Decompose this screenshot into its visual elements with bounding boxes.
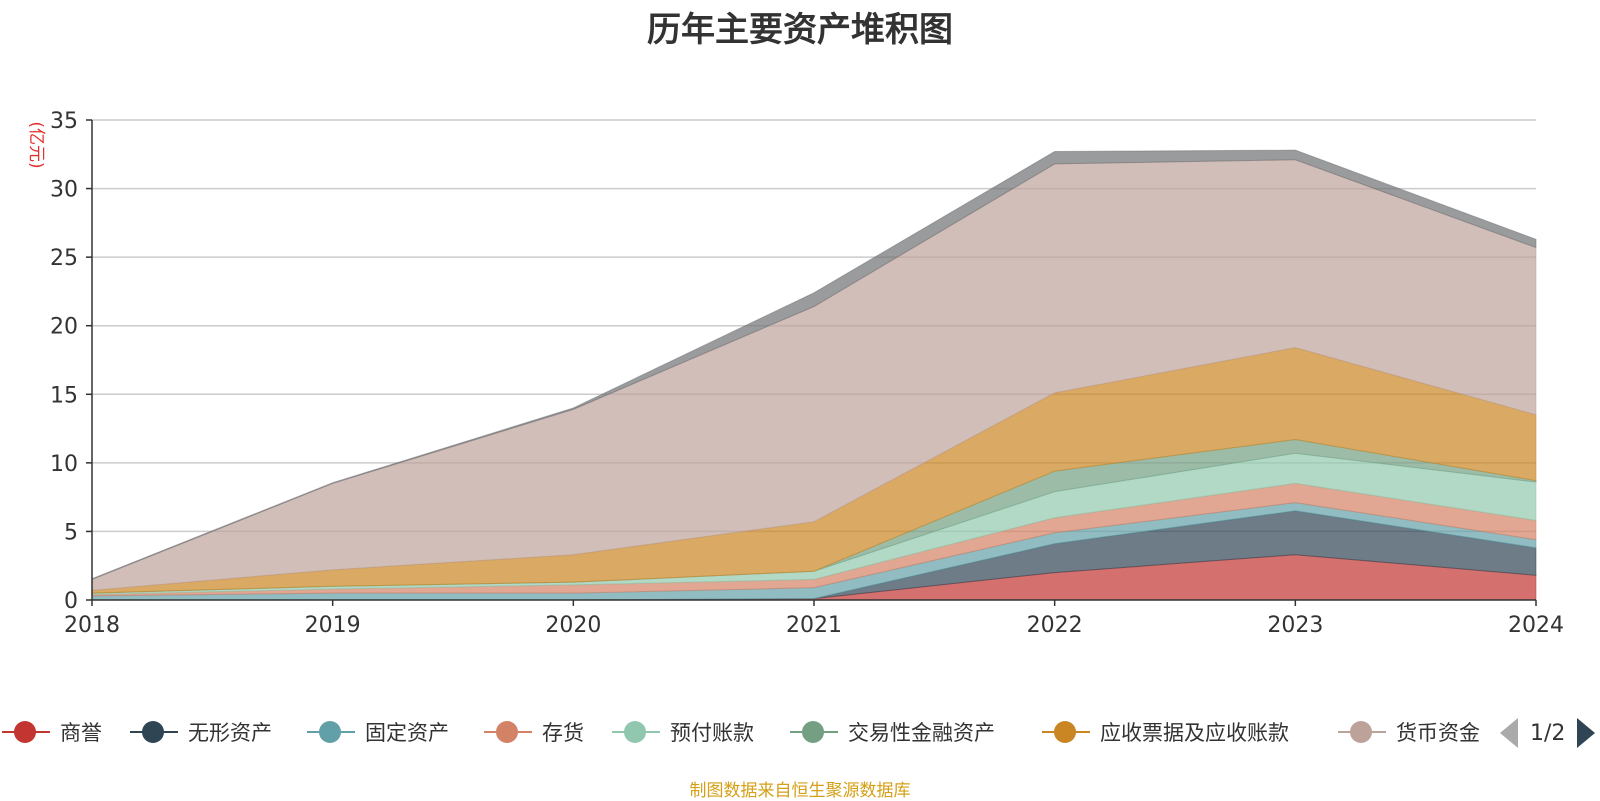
legend-page-indicator: 1/2: [1530, 720, 1566, 746]
legend-marker-icon: [1336, 720, 1388, 744]
y-tick-label: 0: [64, 589, 78, 614]
x-tick-label: 2019: [305, 613, 361, 638]
y-tick-label: 35: [50, 109, 78, 134]
y-tick-label: 10: [50, 452, 78, 477]
legend-pager: 1/2: [1500, 716, 1596, 750]
legend-item[interactable]: 固定资产: [305, 712, 449, 752]
legend-item[interactable]: 预付账款: [610, 712, 754, 752]
legend-item[interactable]: 无形资产: [128, 712, 272, 752]
legend-marker-icon: [1040, 720, 1092, 744]
y-tick-label: 25: [50, 246, 78, 271]
legend-label: 无形资产: [188, 721, 272, 745]
legend-item[interactable]: 交易性金融资产: [788, 712, 995, 752]
legend-label: 商誉: [60, 721, 102, 745]
x-tick-label: 2018: [64, 613, 120, 638]
legend-next-arrow-icon[interactable]: [1577, 718, 1596, 748]
y-tick-label: 5: [64, 520, 78, 545]
x-tick-label: 2022: [1027, 613, 1083, 638]
y-tick-label: 20: [50, 315, 78, 340]
y-tick-label: 30: [50, 178, 78, 203]
legend-label: 存货: [542, 721, 584, 745]
legend-item[interactable]: 应收票据及应收账款: [1040, 712, 1289, 752]
x-tick-label: 2020: [545, 613, 601, 638]
legend-item[interactable]: 存货: [482, 712, 584, 752]
data-source-note: 制图数据来自恒生聚源数据库: [689, 781, 911, 801]
legend-label: 预付账款: [670, 721, 754, 745]
y-axis-unit-label: (亿元): [26, 121, 46, 168]
legend-label: 货币资金: [1396, 721, 1480, 745]
legend-item[interactable]: 货币资金: [1336, 712, 1480, 752]
x-tick-label: 2024: [1508, 613, 1564, 638]
legend: 商誉 无形资产 固定资产 存货 预付账款 交易性金融资产 应收票据及应收账款 货币资金: [0, 712, 1482, 752]
axes: 0 5 10 15 20 25 30 35 2018 2019 2020 2021 2022 2023 20…: [50, 109, 1564, 638]
legend-marker-icon: [128, 720, 180, 744]
series-areas: [91, 149, 1537, 601]
legend-marker-icon: [305, 720, 357, 744]
x-tick-label: 2021: [786, 613, 842, 638]
legend-label: 固定资产: [365, 721, 449, 745]
legend-marker-icon: [482, 720, 534, 744]
x-tick-label: 2023: [1267, 613, 1323, 638]
chart-title: 历年主要资产堆积图: [647, 10, 953, 50]
legend-marker-icon: [788, 720, 840, 744]
series-area: [91, 149, 1537, 581]
legend-label: 应收票据及应收账款: [1100, 721, 1289, 745]
legend-marker-icon: [610, 720, 662, 744]
legend-prev-arrow-icon[interactable]: [1500, 718, 1518, 748]
y-tick-label: 15: [50, 383, 78, 408]
legend-label: 交易性金融资产: [848, 721, 995, 745]
legend-marker-icon: [0, 720, 52, 744]
legend-item[interactable]: 商誉: [0, 712, 102, 752]
